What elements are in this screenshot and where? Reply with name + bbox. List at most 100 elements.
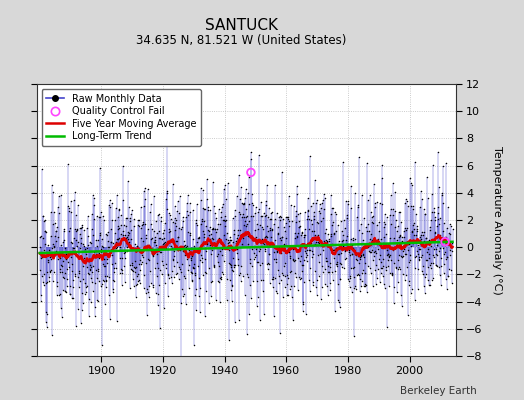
Point [262, 233, 270, 239]
Point [264, 265, 272, 272]
Point [110, 264, 118, 271]
Point [375, 219, 383, 225]
Point [355, 254, 364, 260]
Point [252, 252, 260, 258]
Point [416, 204, 424, 211]
Point [274, 223, 282, 230]
Point [72, 226, 81, 232]
Point [289, 256, 298, 262]
Point [74, 306, 82, 313]
Point [294, 224, 303, 230]
Point [301, 226, 310, 233]
Point [92, 267, 100, 274]
Point [263, 260, 271, 267]
Point [323, 238, 331, 244]
Point [102, 232, 111, 238]
Point [48, 332, 56, 338]
Point [150, 193, 158, 200]
Point [321, 280, 329, 287]
Point [332, 228, 341, 234]
Point [97, 249, 105, 255]
Point [385, 253, 393, 260]
Point [313, 277, 321, 284]
Point [263, 182, 271, 188]
Point [411, 158, 420, 165]
Point [380, 211, 389, 218]
Point [365, 242, 373, 248]
Point [432, 250, 441, 257]
Point [255, 222, 264, 228]
Point [215, 279, 223, 285]
Point [85, 262, 94, 268]
Point [152, 218, 160, 224]
Point [180, 291, 188, 298]
Point [227, 282, 236, 288]
Point [398, 234, 407, 240]
Point [278, 233, 286, 240]
Point [185, 231, 194, 238]
Point [146, 209, 155, 215]
Point [442, 276, 450, 282]
Point [441, 242, 449, 248]
Point [134, 270, 142, 277]
Point [378, 174, 386, 181]
Point [403, 203, 412, 210]
Point [269, 275, 277, 282]
Point [117, 211, 125, 218]
Point [347, 204, 355, 211]
Point [388, 270, 396, 277]
Point [254, 208, 263, 215]
Point [263, 222, 271, 229]
Point [248, 246, 256, 252]
Point [269, 274, 277, 280]
Point [96, 165, 104, 172]
Point [42, 319, 50, 325]
Point [190, 265, 198, 271]
Point [40, 271, 48, 277]
Point [130, 283, 138, 290]
Point [320, 206, 329, 212]
Point [239, 273, 247, 279]
Point [281, 260, 289, 266]
Point [39, 246, 48, 253]
Point [60, 236, 68, 243]
Point [167, 239, 176, 245]
Point [53, 282, 62, 289]
Point [166, 228, 174, 234]
Point [182, 244, 190, 250]
Point [385, 283, 394, 290]
Point [438, 192, 446, 198]
Point [444, 273, 452, 279]
Point [99, 260, 107, 267]
Point [244, 241, 253, 248]
Point [422, 235, 431, 242]
Point [442, 286, 451, 292]
Point [357, 270, 366, 276]
Point [185, 285, 193, 291]
Point [199, 187, 207, 193]
Point [200, 231, 209, 237]
Point [221, 223, 230, 229]
Point [36, 266, 44, 273]
Point [288, 256, 297, 263]
Point [373, 266, 381, 272]
Point [419, 262, 427, 269]
Point [177, 226, 185, 232]
Point [46, 254, 54, 260]
Point [341, 256, 349, 262]
Point [435, 184, 444, 190]
Point [220, 216, 228, 223]
Point [219, 200, 227, 207]
Point [299, 262, 307, 268]
Point [277, 277, 286, 284]
Point [380, 218, 388, 225]
Point [157, 248, 165, 255]
Point [384, 250, 392, 257]
Point [143, 241, 151, 248]
Point [198, 218, 206, 224]
Point [357, 252, 365, 258]
Point [113, 192, 121, 198]
Point [39, 279, 47, 286]
Point [284, 216, 292, 222]
Point [195, 275, 203, 282]
